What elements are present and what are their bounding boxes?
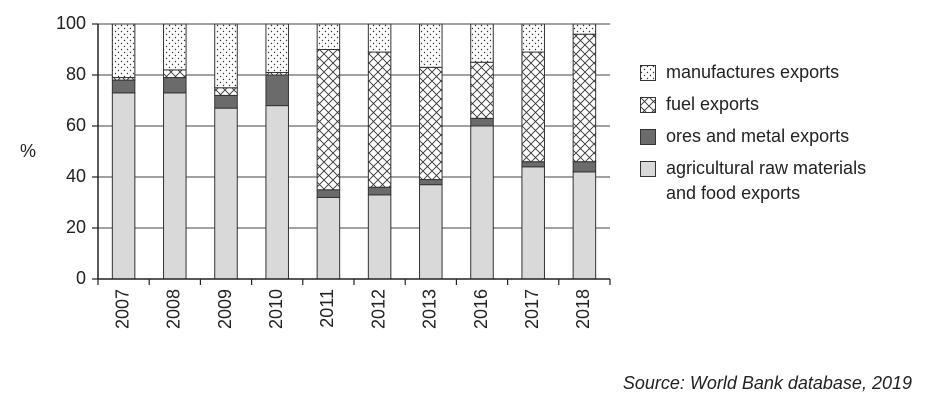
bar-segment bbox=[367, 194, 392, 280]
bar-segment bbox=[572, 171, 597, 280]
x-tick-label: 2018 bbox=[573, 289, 593, 329]
bar-segment bbox=[470, 117, 494, 127]
bar-segment bbox=[470, 23, 494, 63]
legend-swatch-box bbox=[640, 129, 656, 145]
legend-swatch bbox=[640, 65, 656, 81]
bar-segment bbox=[316, 49, 341, 191]
bar-segment bbox=[572, 161, 597, 173]
y-tick-label: 0 bbox=[76, 268, 86, 288]
x-tick-label: 2008 bbox=[164, 289, 184, 329]
bar-segment bbox=[367, 23, 392, 53]
x-tick-label: 2016 bbox=[471, 289, 491, 329]
bar-segment bbox=[214, 87, 238, 96]
bar-segment bbox=[214, 107, 238, 280]
y-tick-label: 100 bbox=[56, 13, 86, 33]
bar-segment bbox=[214, 94, 238, 109]
bar-segment bbox=[316, 23, 341, 50]
bar-segment bbox=[419, 184, 443, 280]
bar-segment bbox=[419, 66, 443, 181]
bar-segment bbox=[419, 23, 443, 68]
y-tick-label: 80 bbox=[66, 64, 86, 84]
bar-segment bbox=[572, 33, 597, 163]
bar-segment bbox=[163, 77, 187, 94]
legend-swatch-box bbox=[640, 65, 656, 81]
legend-item: agricultural raw materials and food expo… bbox=[640, 156, 875, 206]
y-tick-label: 20 bbox=[66, 217, 86, 237]
bar-segment bbox=[265, 74, 289, 107]
legend-swatch-box bbox=[640, 161, 656, 177]
bar-segment bbox=[214, 23, 238, 89]
bar-segment bbox=[521, 166, 545, 280]
x-tick-label: 2011 bbox=[317, 289, 337, 328]
legend-label: agricultural raw materials and food expo… bbox=[666, 158, 867, 203]
bar-segment bbox=[111, 92, 136, 280]
bar-segment bbox=[419, 179, 443, 186]
x-tick-label: 2013 bbox=[420, 289, 440, 329]
bar-segment bbox=[521, 23, 545, 53]
bar-segment bbox=[111, 23, 136, 79]
bar-segment bbox=[521, 51, 545, 163]
bar-segment bbox=[163, 69, 187, 79]
legend-label: manufactures exports bbox=[666, 62, 840, 82]
bar-segment bbox=[470, 125, 494, 280]
bar-segment bbox=[572, 23, 597, 35]
legend-item: fuel exports bbox=[640, 92, 875, 117]
bar-segment bbox=[367, 51, 392, 188]
x-tick-label: 2007 bbox=[112, 289, 132, 329]
bar-segment bbox=[316, 189, 341, 198]
bar-segment bbox=[470, 61, 494, 119]
y-tick-label: 60 bbox=[66, 115, 86, 135]
bar-segment bbox=[163, 23, 187, 71]
bar-segment bbox=[111, 79, 136, 94]
x-tick-label: 2010 bbox=[266, 289, 286, 329]
bar-segment bbox=[265, 23, 289, 73]
bar-segment bbox=[316, 196, 341, 280]
source: Source: World Bank database, 2019 bbox=[623, 373, 912, 393]
legend-item: manufactures exports bbox=[640, 60, 875, 85]
legend-swatch bbox=[640, 161, 656, 177]
legend: manufactures exports fuel exports ores and… bbox=[640, 60, 875, 213]
bar-segment bbox=[163, 92, 187, 280]
legend-label: ores and metal exports bbox=[666, 126, 850, 146]
bar-segment bbox=[265, 105, 289, 280]
bar-segment bbox=[521, 161, 545, 168]
y-axis-label: % bbox=[20, 141, 36, 161]
legend-label: fuel exports bbox=[666, 94, 760, 114]
legend-item: ores and metal exports bbox=[640, 124, 875, 149]
x-tick-label: 2009 bbox=[215, 289, 235, 329]
bar-segment bbox=[367, 186, 392, 196]
legend-swatch-box bbox=[640, 97, 656, 113]
y-tick-label: 40 bbox=[66, 166, 86, 186]
x-tick-label: 2012 bbox=[368, 289, 388, 329]
x-tick-label: 2017 bbox=[522, 289, 542, 329]
legend-swatch bbox=[640, 97, 656, 113]
legend-swatch bbox=[640, 129, 656, 145]
